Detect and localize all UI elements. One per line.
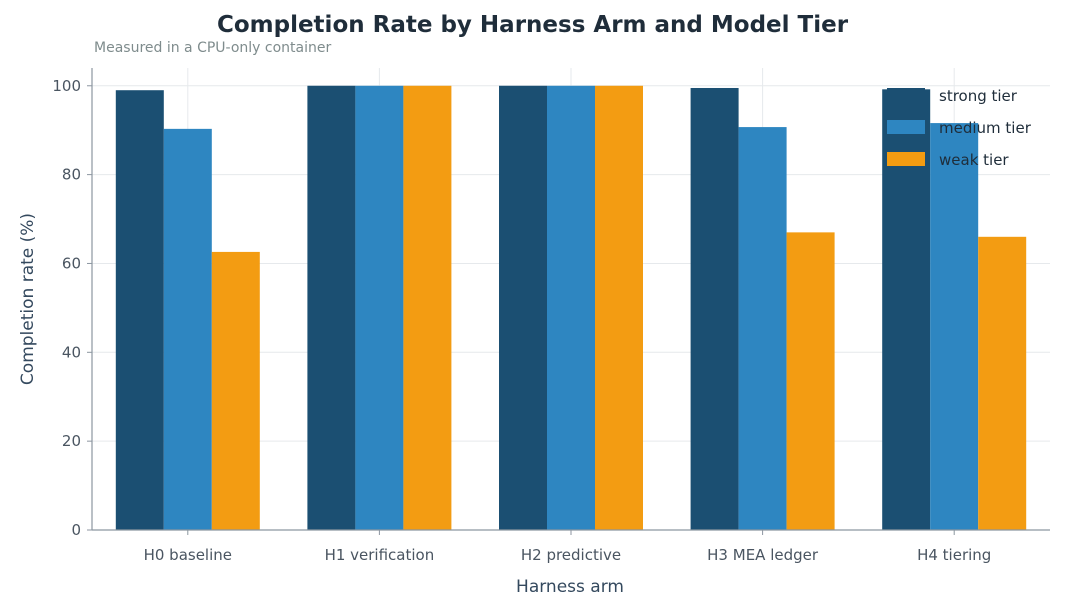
bar [499,85,547,531]
bar [786,232,835,530]
legend-swatch [887,120,925,134]
legend-swatch [887,88,925,102]
y-tick-label: 60 [62,254,81,272]
x-tick-label: H4 tiering [917,546,991,564]
bar [307,85,356,531]
chart-title: Completion Rate by Harness Arm and Model… [216,12,849,38]
y-axis-label: Completion rate (%) [18,213,38,385]
x-tick-label: H1 verification [325,546,435,564]
legend-label: weak tier [939,151,1009,169]
legend-swatch [887,152,925,166]
x-tick-label: H2 predictive [521,546,621,564]
chart-subtitle: Measured in a CPU-only container [94,40,332,56]
x-tick-label: H0 baseline [144,546,232,564]
tick-labels: 0 20 40 60 80 100 H0 baseline H1 verification H2… [52,77,991,564]
bar [978,236,1027,531]
y-tick-label: 20 [62,432,81,450]
x-axis-label: Harness arm [516,577,624,597]
bar [211,251,260,530]
bar [163,128,212,530]
axes [87,68,1050,535]
bar [690,87,739,530]
x-tick-label: H3 MEA ledger [707,546,819,564]
bar [547,85,595,531]
bar [403,85,452,531]
legend-label: medium tier [939,119,1032,137]
y-tick-label: 80 [62,166,81,184]
legend-label: strong tier [939,87,1018,105]
y-tick-label: 40 [62,343,81,361]
bar [115,90,164,530]
bar [595,85,643,531]
bar [355,85,404,531]
bars [115,85,1027,531]
legend: strong tier medium tier weak tier [887,87,1032,169]
bar [930,123,979,530]
bar [738,127,787,530]
y-tick-label: 0 [71,521,81,539]
y-tick-label: 100 [52,77,81,95]
